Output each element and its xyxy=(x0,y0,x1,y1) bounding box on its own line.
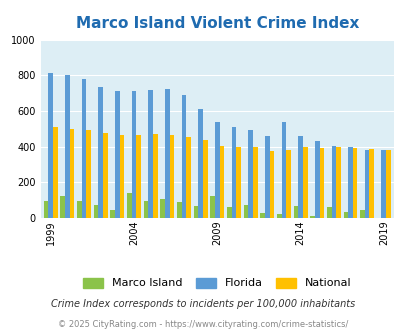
Bar xyxy=(119,135,124,218)
Bar xyxy=(186,137,190,218)
Bar xyxy=(160,199,164,218)
Bar xyxy=(343,213,347,218)
Bar xyxy=(226,208,231,218)
Text: Crime Index corresponds to incidents per 100,000 inhabitants: Crime Index corresponds to incidents per… xyxy=(51,299,354,309)
Bar xyxy=(193,206,198,218)
Bar xyxy=(347,148,352,218)
Bar xyxy=(48,74,53,218)
Bar xyxy=(164,89,169,218)
Bar xyxy=(331,146,335,218)
Bar xyxy=(264,136,269,218)
Bar xyxy=(202,140,207,218)
Bar xyxy=(359,210,364,218)
Bar xyxy=(93,205,98,218)
Bar xyxy=(281,121,286,218)
Bar xyxy=(77,201,81,218)
Bar xyxy=(293,206,297,218)
Bar xyxy=(364,150,369,218)
Bar xyxy=(198,109,202,218)
Bar xyxy=(297,136,302,218)
Bar xyxy=(69,129,74,218)
Bar xyxy=(127,193,131,218)
Bar xyxy=(86,130,91,218)
Bar xyxy=(143,201,148,218)
Bar xyxy=(381,150,385,218)
Bar xyxy=(60,196,65,218)
Bar xyxy=(98,87,102,218)
Bar xyxy=(231,127,236,218)
Legend: Marco Island, Florida, National: Marco Island, Florida, National xyxy=(78,273,355,293)
Bar xyxy=(326,208,331,218)
Bar xyxy=(169,135,174,218)
Bar xyxy=(352,148,357,218)
Bar xyxy=(153,134,157,218)
Bar xyxy=(43,201,48,218)
Bar xyxy=(385,150,390,218)
Bar xyxy=(81,79,86,218)
Bar xyxy=(219,146,224,218)
Bar xyxy=(65,75,69,218)
Bar xyxy=(236,148,240,218)
Bar xyxy=(115,91,119,218)
Bar xyxy=(181,95,186,218)
Bar xyxy=(319,148,323,218)
Bar xyxy=(260,214,264,218)
Bar xyxy=(314,141,319,218)
Bar xyxy=(136,135,141,218)
Bar xyxy=(214,121,219,218)
Bar xyxy=(177,202,181,218)
Bar xyxy=(369,149,373,218)
Bar xyxy=(302,148,307,218)
Bar xyxy=(148,90,153,218)
Bar xyxy=(53,127,58,218)
Text: © 2025 CityRating.com - https://www.cityrating.com/crime-statistics/: © 2025 CityRating.com - https://www.city… xyxy=(58,320,347,329)
Bar xyxy=(247,130,252,218)
Bar xyxy=(210,196,214,218)
Bar xyxy=(276,214,281,218)
Bar xyxy=(102,133,107,218)
Bar xyxy=(269,151,273,218)
Bar xyxy=(286,150,290,218)
Title: Marco Island Violent Crime Index: Marco Island Violent Crime Index xyxy=(75,16,358,31)
Bar xyxy=(309,216,314,218)
Bar xyxy=(243,205,247,218)
Bar xyxy=(335,147,340,218)
Bar xyxy=(131,91,136,218)
Bar xyxy=(110,210,115,218)
Bar xyxy=(252,148,257,218)
